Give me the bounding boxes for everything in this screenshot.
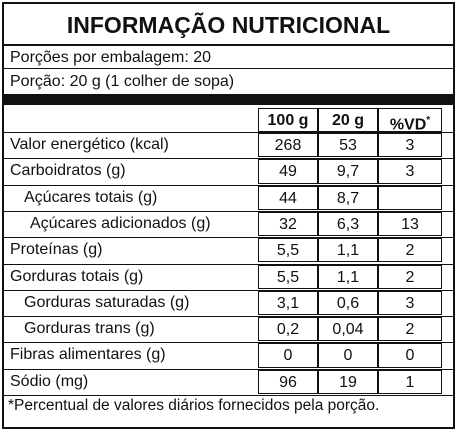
rule <box>4 395 453 396</box>
servings: Porções por embalagem: 20 <box>10 49 211 66</box>
row-label: Açúcares totais (g) <box>24 188 158 206</box>
column-header: 20 g <box>318 108 378 132</box>
rule <box>4 289 453 291</box>
value-cell: 2 <box>378 238 442 263</box>
row-label: Carboidratos (g) <box>10 162 126 180</box>
value-cell: 3,1 <box>258 290 318 316</box>
row-label: Fibras alimentares (g) <box>10 346 166 364</box>
empty-cell <box>378 185 442 210</box>
rule <box>4 184 453 186</box>
value-cell: 2 <box>378 317 442 342</box>
rule <box>4 263 453 265</box>
value-cell: 5,5 <box>258 238 318 263</box>
value-cell: 2 <box>378 264 442 289</box>
value-cell: 268 <box>258 133 318 158</box>
rule <box>4 210 453 212</box>
value-cell: 96 <box>258 369 318 394</box>
value-cell: 0 <box>378 343 442 368</box>
value-cell: 19 <box>318 369 378 394</box>
column-header: 100 g <box>258 108 318 132</box>
value-cell: 5,5 <box>258 264 318 289</box>
row-label: Gorduras totais (g) <box>10 267 144 285</box>
row-label: Sódio (mg) <box>10 372 89 390</box>
row-label: Gorduras saturadas (g) <box>24 293 190 311</box>
value-cell: 1,1 <box>318 264 378 289</box>
value-cell: 0 <box>258 343 318 368</box>
value-cell: 53 <box>318 133 378 158</box>
portion: Porção: 20 g (1 colher de sopa) <box>10 73 235 90</box>
asterisk: * <box>426 115 431 126</box>
value-cell: 9,7 <box>318 159 378 184</box>
rule <box>4 44 453 46</box>
value-cell: 0 <box>318 343 378 368</box>
value-cell: 32 <box>258 211 318 237</box>
footnote: *Percentual de valores diários fornecido… <box>8 397 380 414</box>
rule <box>4 316 453 318</box>
value-cell: 0,04 <box>318 317 378 342</box>
value-cell: 3 <box>378 133 442 158</box>
title: INFORMAÇÃO NUTRICIONAL <box>66 12 391 38</box>
value-cell: 49 <box>258 159 318 184</box>
value-cell: 3 <box>378 290 442 316</box>
value-cell: 3 <box>378 159 442 184</box>
row-label: Açúcares adicionados (g) <box>30 214 211 232</box>
thick-rule <box>4 94 453 105</box>
column-header: %VD* <box>378 108 442 134</box>
rule <box>4 368 453 370</box>
rule <box>4 158 453 160</box>
rule <box>4 342 453 344</box>
value-cell: 1 <box>378 369 442 394</box>
value-cell: 0,6 <box>318 290 378 316</box>
value-cell: 0,2 <box>258 317 318 342</box>
value-cell: 1,1 <box>318 238 378 263</box>
row-label: Gorduras trans (g) <box>24 320 155 338</box>
value-cell: 13 <box>378 211 442 237</box>
vd-header: %VD <box>389 116 427 134</box>
rule <box>4 132 453 133</box>
value-cell: 6,3 <box>318 211 378 237</box>
row-label: Valor energético (kcal) <box>10 136 169 153</box>
value-cell: 8,7 <box>318 185 378 210</box>
rule <box>4 237 453 239</box>
rule <box>4 68 453 69</box>
value-cell: 44 <box>258 185 318 210</box>
row-label: Proteínas (g) <box>10 241 103 259</box>
